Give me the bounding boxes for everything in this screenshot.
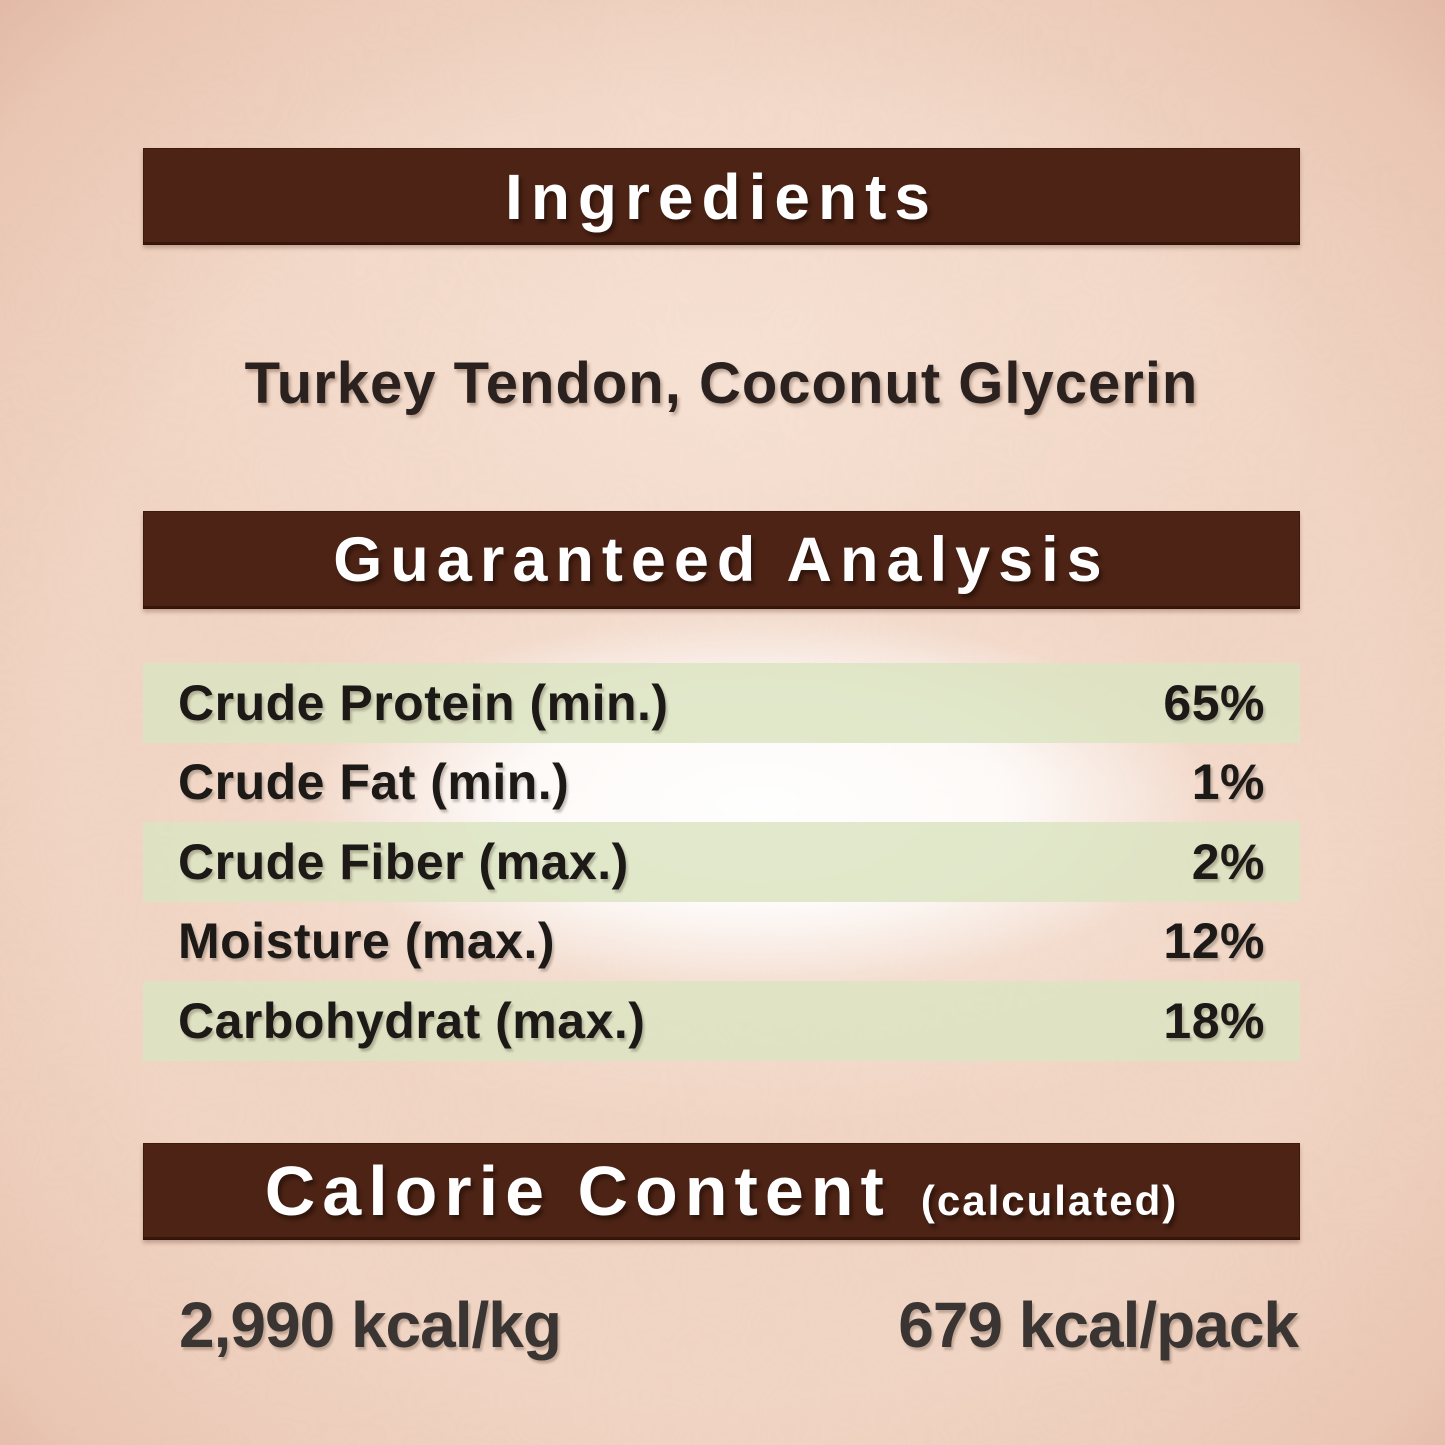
analysis-row-crude-protein: Crude Protein (min.) 65% bbox=[143, 663, 1300, 743]
ingredients-heading: Ingredients bbox=[505, 160, 938, 233]
analysis-row-carbohydrate: Carbohydrat (max.) 18% bbox=[143, 981, 1300, 1061]
guaranteed-analysis-heading: Guaranteed Analysis bbox=[333, 525, 1110, 595]
analysis-row-label: Moisture (max.) bbox=[178, 913, 556, 970]
analysis-row-label: Crude Fiber (max.) bbox=[178, 833, 629, 890]
kcal-per-pack-value: 679 kcal/pack bbox=[898, 1289, 1299, 1361]
calorie-qualifier: (calculated) bbox=[920, 1177, 1179, 1224]
analysis-row-value: 2% bbox=[1191, 833, 1265, 890]
calorie-content-header-bar: Calorie Content (calculated) bbox=[143, 1143, 1300, 1240]
calorie-content-heading: Calorie Content bbox=[264, 1152, 891, 1230]
guaranteed-analysis-table: Crude Protein (min.) 65% Crude Fat (min.… bbox=[143, 663, 1300, 1061]
analysis-row-crude-fiber: Crude Fiber (max.) 2% bbox=[143, 822, 1300, 902]
ingredients-header-bar: Ingredients bbox=[143, 148, 1300, 245]
analysis-row-crude-fat: Crude Fat (min.) 1% bbox=[143, 743, 1300, 823]
ingredients-list: Turkey Tendon, Coconut Glycerin bbox=[244, 350, 1199, 416]
analysis-row-value: 12% bbox=[1163, 913, 1265, 970]
analysis-row-value: 1% bbox=[1191, 754, 1265, 811]
analysis-row-value: 18% bbox=[1163, 992, 1265, 1049]
calorie-values: 2,990 kcal/kg 679 kcal/pack bbox=[143, 1286, 1300, 1364]
analysis-row-moisture: Moisture (max.) 12% bbox=[143, 902, 1300, 982]
analysis-row-label: Crude Protein (min.) bbox=[178, 674, 669, 731]
analysis-row-value: 65% bbox=[1163, 674, 1265, 731]
analysis-row-label: Carbohydrat (max.) bbox=[178, 992, 646, 1049]
guaranteed-analysis-header-bar: Guaranteed Analysis bbox=[143, 511, 1300, 609]
analysis-row-label: Crude Fat (min.) bbox=[178, 754, 570, 811]
kcal-per-kg-value: 2,990 kcal/kg bbox=[179, 1289, 562, 1361]
label-content: Ingredients Turkey Tendon, Coconut Glyce… bbox=[143, 0, 1300, 1445]
